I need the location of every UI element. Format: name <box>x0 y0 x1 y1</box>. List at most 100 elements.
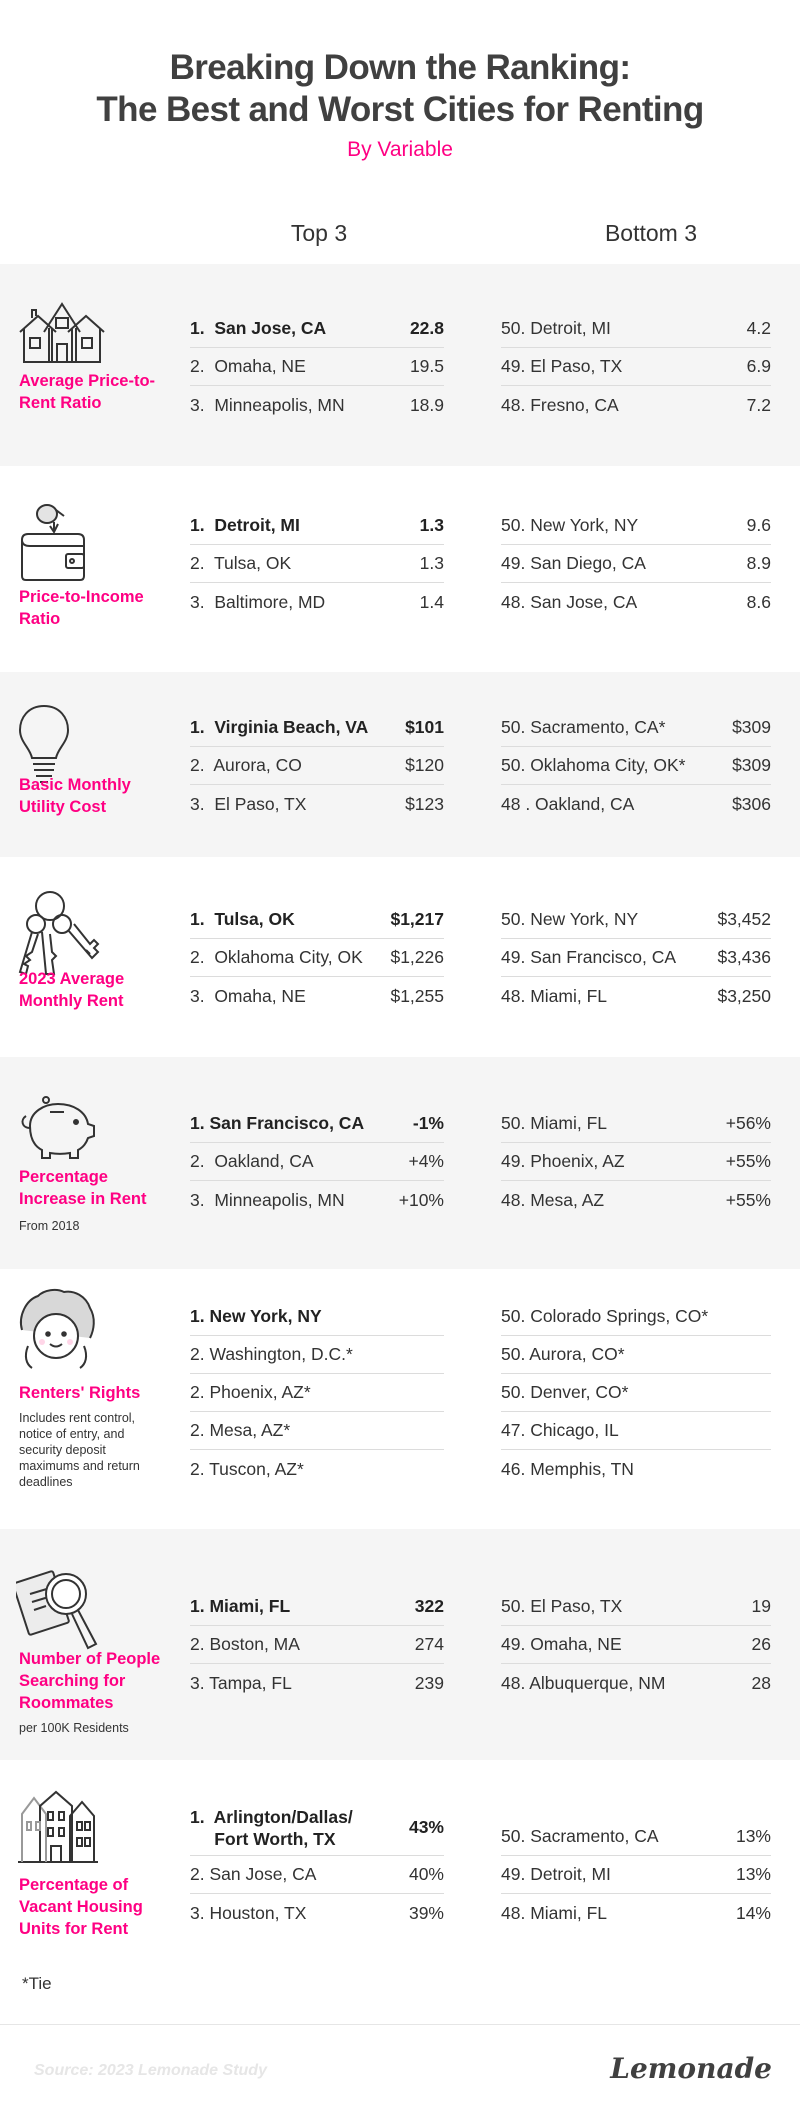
metric-value: +4% <box>408 1151 444 1171</box>
bottom-ranking-row: 46. Memphis, TN <box>501 1450 771 1488</box>
top-ranking-row: 2. Oklahoma City, OK $1,226 <box>190 939 444 977</box>
bottom-ranking-row: 50. El Paso, TX 19 <box>501 1588 771 1626</box>
metric-value: 40% <box>408 1864 444 1884</box>
city-name: 1. San Francisco, CA <box>190 1113 365 1133</box>
city-name: 1. Tulsa, OK <box>190 909 295 929</box>
metric-value: $3,452 <box>717 909 771 929</box>
city-name: 3. Minneapolis, MN <box>190 1189 345 1210</box>
city-name: 2. Tuscon, AZ* <box>190 1458 304 1479</box>
city-name: 47. Chicago, IL <box>501 1420 619 1440</box>
variable-section <box>0 1529 800 1760</box>
metric-value: 1.3 <box>419 553 444 573</box>
city-name: 49. Detroit, MI <box>501 1864 611 1884</box>
variable-label: Percentage of Vacant Housing Units for R… <box>19 1876 143 1938</box>
metric-value: 18.9 <box>409 394 444 415</box>
bottom-ranking-row: 49. Phoenix, AZ +55% <box>501 1143 771 1181</box>
metric-value: +56% <box>725 1113 771 1133</box>
bottom-ranking-row: 49. San Francisco, CA $3,436 <box>501 939 771 977</box>
city-name: 2. Oklahoma City, OK <box>190 947 363 967</box>
top-ranking-row: 2. Tulsa, OK 1.3 <box>190 545 444 583</box>
metric-value: +10% <box>398 1189 444 1210</box>
metric-value: -1% <box>412 1113 444 1133</box>
city-name: 1. Arlington/Dallas/ Fort Worth, TX <box>190 1806 353 1849</box>
city-name: 48. Miami, FL <box>501 1902 607 1923</box>
city-name: 49. San Francisco, CA <box>501 947 677 967</box>
metric-value: $3,436 <box>717 947 771 967</box>
city-name: 3. El Paso, TX <box>190 793 307 814</box>
metric-value: $306 <box>732 793 771 814</box>
metric-value: $309 <box>732 717 771 737</box>
metric-value: 1.3 <box>419 515 444 535</box>
city-name: 2. Tulsa, OK <box>190 553 292 573</box>
lightbulb-icon <box>16 702 72 786</box>
bottom-ranking-row: 50. Colorado Springs, CO* <box>501 1298 771 1336</box>
house-icon <box>16 298 108 366</box>
top-ranking-row: 1. San Francisco, CA -1% <box>190 1105 444 1143</box>
city-name: 3. Baltimore, MD <box>190 591 326 612</box>
person-face-icon <box>16 1286 96 1370</box>
variable-label: Renters' Rights <box>19 1384 141 1402</box>
variable-label: Percentage Increase in Rent <box>19 1168 147 1208</box>
metric-value: $1,226 <box>390 947 444 967</box>
city-name: 48. Mesa, AZ <box>501 1189 605 1210</box>
top-ranking-row: 1. Tulsa, OK $1,217 <box>190 901 444 939</box>
metric-value: 14% <box>735 1902 771 1923</box>
city-name: 2. Washington, D.C.* <box>190 1344 353 1364</box>
top-ranking-row: 3. El Paso, TX $123 <box>190 785 444 823</box>
variable-note: Includes rent control, notice of entry, … <box>19 1411 140 1489</box>
city-name: 3. Houston, TX <box>190 1902 307 1923</box>
city-name: 48. Miami, FL <box>501 985 607 1006</box>
metric-value: 9.6 <box>746 515 771 535</box>
top-ranking-row: 1. New York, NY <box>190 1298 444 1336</box>
city-name: 50. Oklahoma City, OK* <box>501 755 686 775</box>
city-name: 49. San Diego, CA <box>501 553 646 573</box>
variable-label: Number of People Searching for Roommates <box>19 1650 161 1712</box>
top-ranking-row: 1. Virginia Beach, VA $101 <box>190 709 444 747</box>
lemonade-logo: Lemonade <box>610 2052 772 2085</box>
city-name: 50. Denver, CO* <box>501 1382 629 1402</box>
bottom-ranking-row: 50. Detroit, MI 4.2 <box>501 310 771 348</box>
metric-value: 13% <box>735 1826 771 1846</box>
top-ranking-row: 1. Miami, FL 322 <box>190 1588 444 1626</box>
metric-value: $3,250 <box>717 985 771 1006</box>
city-name: 50. Detroit, MI <box>501 318 611 338</box>
bottom-ranking-row: 48. San Jose, CA 8.6 <box>501 583 771 621</box>
metric-value: 13% <box>735 1864 771 1884</box>
city-name: 50. Aurora, CO* <box>501 1344 625 1364</box>
source-note: Source: 2023 Lemonade Study <box>34 2062 267 2079</box>
variable-note: per 100K Residents <box>19 1721 129 1735</box>
magnifier-document-icon <box>16 1556 102 1650</box>
bottom-ranking-row: 50. Oklahoma City, OK* $309 <box>501 747 771 785</box>
column-header-top: Top 3 <box>290 220 348 246</box>
buildings-icon <box>16 1788 100 1864</box>
bottom-ranking-row: 49. Detroit, MI 13% <box>501 1856 771 1894</box>
top-ranking-row: 3. Minneapolis, MN +10% <box>190 1181 444 1219</box>
city-name: 49. Phoenix, AZ <box>501 1151 625 1171</box>
city-name: 50. Colorado Springs, CO* <box>501 1306 709 1326</box>
top-ranking-row: 3. Tampa, FL 239 <box>190 1664 444 1702</box>
metric-value: 7.2 <box>746 394 771 415</box>
metric-value: 6.9 <box>746 356 771 376</box>
city-name: 50. New York, NY <box>501 909 639 929</box>
top-ranking-row: 3. Baltimore, MD 1.4 <box>190 583 444 621</box>
metric-value: 8.6 <box>746 591 771 612</box>
top-ranking-row: 3. Omaha, NE $1,255 <box>190 977 444 1015</box>
city-name: 1. San Jose, CA <box>190 318 327 338</box>
metric-value: 19.5 <box>409 356 444 376</box>
city-name: 3. Tampa, FL <box>190 1672 292 1693</box>
piggy-bank-icon <box>16 1096 96 1160</box>
metric-value: 22.8 <box>409 318 444 338</box>
city-name: 3. Omaha, NE <box>190 985 306 1006</box>
metric-value: $1,255 <box>390 985 444 1006</box>
top-ranking-row: 2. Omaha, NE 19.5 <box>190 348 444 386</box>
wallet-coin-icon <box>16 500 90 584</box>
top-ranking-row: 2. Mesa, AZ* <box>190 1412 444 1450</box>
metric-value: $309 <box>732 755 771 775</box>
bottom-ranking-row: 50. New York, NY 9.6 <box>501 507 771 545</box>
city-name: 2. San Jose, CA <box>190 1864 317 1884</box>
variable-note: From 2018 <box>19 1219 80 1233</box>
city-name: 2. Phoenix, AZ* <box>190 1382 311 1402</box>
metric-value: 1.4 <box>419 591 444 612</box>
bottom-ranking-row: 50. Denver, CO* <box>501 1374 771 1412</box>
page-title-line1: Breaking Down the Ranking: <box>169 48 631 87</box>
